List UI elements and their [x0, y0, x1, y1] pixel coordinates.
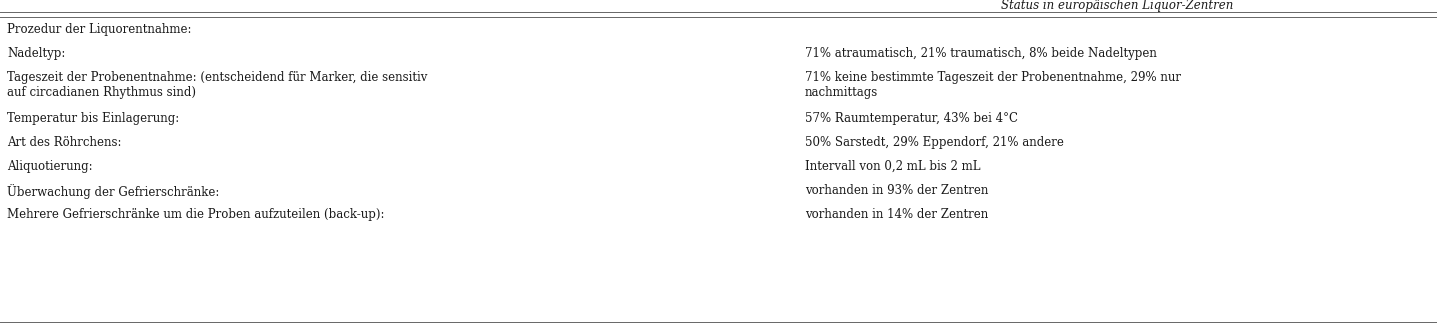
Text: Intervall von 0,2 mL bis 2 mL: Intervall von 0,2 mL bis 2 mL [805, 160, 980, 173]
Text: Temperatur bis Einlagerung:: Temperatur bis Einlagerung: [7, 112, 180, 125]
Text: Status in europäischen Liquor-Zentren: Status in europäischen Liquor-Zentren [1002, 0, 1233, 12]
Text: Aliquotierung:: Aliquotierung: [7, 160, 93, 173]
Text: Art des Röhrchens:: Art des Röhrchens: [7, 136, 122, 149]
Text: Tageszeit der Probenentnahme: (entscheidend für Marker, die sensitiv
auf circadi: Tageszeit der Probenentnahme: (entscheid… [7, 71, 428, 99]
Text: Nadeltyp:: Nadeltyp: [7, 47, 66, 60]
Text: Überwachung der Gefrierschränke:: Überwachung der Gefrierschränke: [7, 184, 220, 199]
Text: Prozedur der Liquorentnahme:: Prozedur der Liquorentnahme: [7, 23, 191, 36]
Text: 71% atraumatisch, 21% traumatisch, 8% beide Nadeltypen: 71% atraumatisch, 21% traumatisch, 8% be… [805, 47, 1157, 60]
Text: 71% keine bestimmte Tageszeit der Probenentnahme, 29% nur
nachmittags: 71% keine bestimmte Tageszeit der Proben… [805, 71, 1181, 99]
Text: vorhanden in 14% der Zentren: vorhanden in 14% der Zentren [805, 209, 989, 221]
Text: Mehrere Gefrierschränke um die Proben aufzuteilen (back-up):: Mehrere Gefrierschränke um die Proben au… [7, 209, 385, 221]
Text: 57% Raumtemperatur, 43% bei 4°C: 57% Raumtemperatur, 43% bei 4°C [805, 112, 1017, 125]
Text: vorhanden in 93% der Zentren: vorhanden in 93% der Zentren [805, 184, 989, 197]
Text: 50% Sarstedt, 29% Eppendorf, 21% andere: 50% Sarstedt, 29% Eppendorf, 21% andere [805, 136, 1063, 149]
